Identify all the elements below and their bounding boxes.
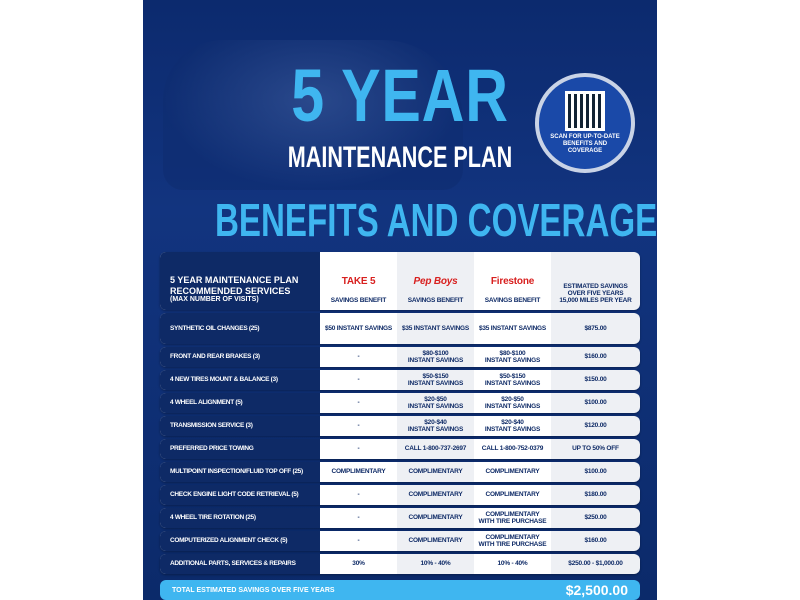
estimated-savings-cell: $150.00 [584,376,607,384]
service-name: TRANSMISSION SERVICE (3) [160,416,320,436]
benefits-table: 5 YEAR MAINTENANCE PLAN RECOMMENDED SERV… [160,252,640,577]
car-image [163,40,463,190]
firestone-cell: $20-$50 INSTANT SAVINGS [474,393,551,413]
pepboys-cell: COMPLIMENTARY [408,514,463,522]
take5-cell: - [320,347,397,367]
table-row: TRANSMISSION SERVICE (3) - $20-$40 INSTANT… [160,416,640,436]
pepboys-cell: $20-$50 INSTANT SAVINGS [407,395,464,410]
firestone-cell: COMPLIMENTARY [474,485,551,505]
firestone-cell: 10% - 40% [474,554,551,574]
service-name: FRONT AND REAR BRAKES (3) [160,347,320,367]
title-maintenance-plan: MAINTENANCE PLAN [287,141,513,174]
header-line: RECOMMENDED SERVICES [170,285,291,296]
firestone-header: Firestone SAVINGS BENEFIT [474,252,551,310]
pepboys-cell: $20-$40 INSTANT SAVINGS [407,418,464,433]
firestone-cell: $50-$150 INSTANT SAVINGS [474,370,551,390]
firestone-cell: COMPLIMENTARY WITH TIRE PURCHASE [474,508,551,528]
estimated-savings-cell: $250.00 [584,514,607,522]
firestone-cell: COMPLIMENTARY WITH TIRE PURCHASE [474,531,551,551]
take5-cell: - [320,508,397,528]
pepboys-header: Pep Boys SAVINGS BENEFIT [397,252,474,310]
total-label: TOTAL ESTIMATED SAVINGS OVER FIVE YEARS [172,586,335,594]
estimated-savings-cell: $180.00 [584,491,607,499]
service-name: 4 WHEEL ALIGNMENT (5) [160,393,320,413]
estimated-savings-cell: $160.00 [584,353,607,361]
take5-cell: - [320,416,397,436]
total-value: $2,500.00 [565,582,628,598]
pepboys-cell: $35 INSTANT SAVINGS [401,324,470,332]
pepboys-cell: COMPLIMENTARY [408,537,463,545]
service-name: ADDITIONAL PARTS, SERVICES & REPAIRS [160,554,320,574]
estimated-savings-cell: $160.00 [584,537,607,545]
estimated-savings-cell: $120.00 [584,422,607,430]
take5-cell: - [320,370,397,390]
estimated-savings-cell: $875.00 [584,324,607,332]
qr-code-icon[interactable] [565,90,605,131]
estimated-savings-cell: UP TO 50% OFF [572,445,619,453]
title-5-year: 5 YEAR [291,54,509,137]
table-row: 4 WHEEL ALIGNMENT (5) - $20-$50 INSTANT SA… [160,393,640,413]
firestone-logo: Firestone [490,275,535,287]
service-name: COMPUTERIZED ALIGNMENT CHECK (5) [160,531,320,551]
column-label: SAVINGS BENEFIT [407,296,464,304]
table-row: ADDITIONAL PARTS, SERVICES & REPAIRS 30% 1… [160,554,640,574]
title-benefits: BENEFITS AND COVERAGE [214,194,657,246]
column-label: SAVINGS BENEFIT [330,296,387,304]
service-name: MULTIPOINT INSPECTION/FLUID TOP OFF (25) [160,462,320,482]
table-row: SYNTHETIC OIL CHANGES (25) $50 INSTANT SA… [160,313,640,344]
take5-cell: - [320,393,397,413]
qr-badge[interactable]: SCAN FOR UP-TO-DATE BENEFITS AND COVERAG… [535,73,635,173]
take5-header: TAKE 5 SAVINGS BENEFIT [320,252,397,310]
header-line: 5 YEAR MAINTENANCE PLAN [170,275,299,286]
service-name: PREFERRED PRICE TOWING [160,439,320,459]
estimated-savings-cell: $100.00 [584,399,607,407]
estimated-savings-cell: $250.00 - $1,000.00 [568,560,623,568]
pepboys-logo: Pep Boys [413,275,458,287]
firestone-cell: $20-$40 INSTANT SAVINGS [474,416,551,436]
pepboys-cell: COMPLIMENTARY [408,468,463,476]
take5-cell: - [320,531,397,551]
table-row: 4 WHEEL TIRE ROTATION (25) - COMPLIMENTARY… [160,508,640,528]
take5-logo: TAKE 5 [341,275,376,287]
take5-cell: COMPLIMENTARY [320,462,397,482]
take5-cell: - [320,485,397,505]
service-name: CHECK ENGINE LIGHT CODE RETRIEVAL (5) [160,485,320,505]
firestone-cell: $80-$100 INSTANT SAVINGS [474,347,551,367]
table-row: 4 NEW TIRES MOUNT & BALANCE (3) - $50-$150… [160,370,640,390]
pepboys-cell: $80-$100 INSTANT SAVINGS [407,349,464,364]
column-label: SAVINGS BENEFIT [484,296,541,304]
table-row: CHECK ENGINE LIGHT CODE RETRIEVAL (5) - CO… [160,485,640,505]
service-name: 4 NEW TIRES MOUNT & BALANCE (3) [160,370,320,390]
service-name: 4 WHEEL TIRE ROTATION (25) [160,508,320,528]
take5-cell: 30% [320,554,397,574]
total-bar: TOTAL ESTIMATED SAVINGS OVER FIVE YEARS … [160,580,640,600]
poster: 5 YEAR MAINTENANCE PLAN BENEFITS AND COV… [143,0,657,600]
pepboys-cell: COMPLIMENTARY [408,491,463,499]
take5-cell: $50 INSTANT SAVINGS [320,313,397,344]
table-row: MULTIPOINT INSPECTION/FLUID TOP OFF (25)… [160,462,640,482]
take5-cell: - [320,439,397,459]
firestone-cell: CALL 1-800-752-0379 [474,439,551,459]
pepboys-cell: CALL 1-800-737-2697 [404,445,467,453]
header-line: (MAX NUMBER OF VISITS) [170,295,259,303]
services-header: 5 YEAR MAINTENANCE PLAN RECOMMENDED SERV… [160,252,320,310]
firestone-cell: $35 INSTANT SAVINGS [474,313,551,344]
table-header: 5 YEAR MAINTENANCE PLAN RECOMMENDED SERV… [160,252,640,310]
table-row: PREFERRED PRICE TOWING - CALL 1-800-737-26… [160,439,640,459]
firestone-cell: COMPLIMENTARY [474,462,551,482]
pepboys-cell: 10% - 40% [420,560,451,568]
table-row: FRONT AND REAR BRAKES (3) - $80-$100 INSTA… [160,347,640,367]
service-name: SYNTHETIC OIL CHANGES (25) [160,313,320,344]
qr-caption: SCAN FOR UP-TO-DATE BENEFITS AND COVERAG… [550,133,620,155]
pepboys-cell: $50-$150 INSTANT SAVINGS [407,372,464,387]
table-row: COMPUTERIZED ALIGNMENT CHECK (5) - COMPLIM… [160,531,640,551]
estimated-header: ESTIMATED SAVINGS OVER FIVE YEARS 15,000… [559,282,632,304]
estimated-savings-cell: $100.00 [584,468,607,476]
